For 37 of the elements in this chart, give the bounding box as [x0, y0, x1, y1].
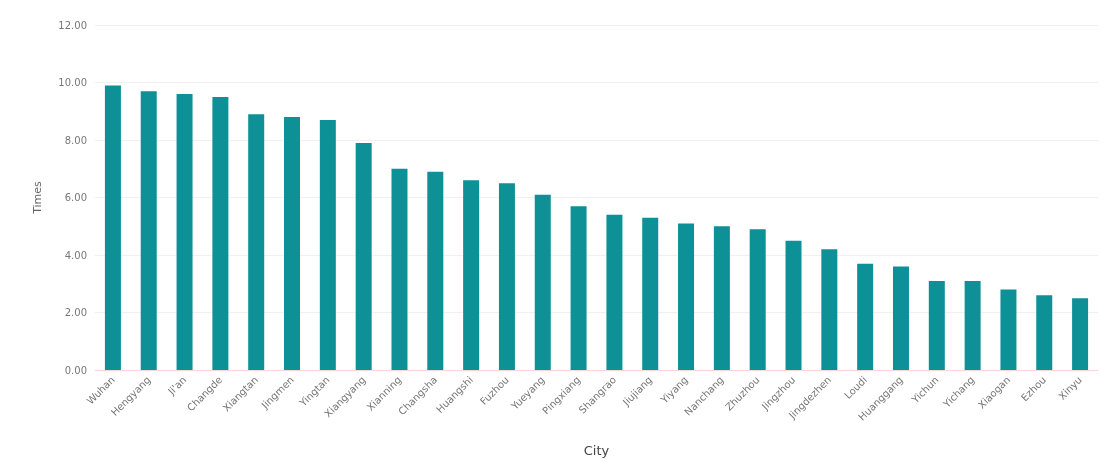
x-axis-title: City — [583, 443, 610, 458]
bar — [248, 114, 265, 370]
bar — [713, 226, 730, 370]
y-tick-label: 10.00 — [58, 77, 87, 88]
bar — [892, 266, 909, 370]
bar — [749, 229, 766, 370]
bar — [284, 117, 301, 370]
y-axis-title: Times — [31, 180, 44, 215]
bar — [642, 217, 659, 370]
y-tick-label: 4.00 — [64, 249, 87, 261]
bar — [678, 223, 695, 370]
y-tick-label: 8.00 — [64, 134, 87, 146]
bar — [212, 96, 229, 370]
bar — [463, 180, 480, 370]
bar — [427, 171, 444, 370]
bar — [104, 85, 121, 370]
bar — [140, 91, 157, 370]
bar — [570, 206, 587, 370]
bar — [176, 94, 193, 370]
y-tick-label: 6.00 — [64, 192, 87, 203]
bar — [857, 263, 874, 370]
bar — [928, 280, 945, 370]
bar — [1000, 289, 1017, 370]
bar — [606, 214, 623, 370]
bar — [391, 168, 408, 370]
bar — [1072, 298, 1089, 370]
bar — [964, 280, 981, 370]
bar — [319, 119, 336, 370]
bar — [821, 249, 838, 370]
bar — [355, 142, 372, 370]
bar — [498, 183, 515, 370]
bar — [534, 194, 551, 370]
bar — [785, 240, 802, 370]
bar — [1036, 295, 1053, 370]
y-tick-label: 2.00 — [64, 307, 87, 318]
y-tick-label: 12.00 — [58, 19, 87, 31]
y-tick-label: 0.00 — [64, 364, 87, 376]
